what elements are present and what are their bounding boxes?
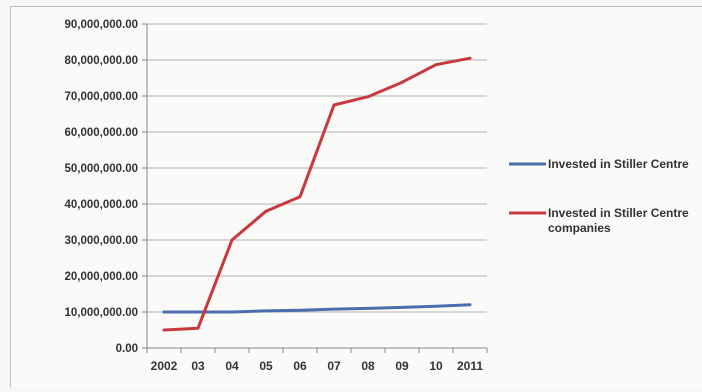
- x-tick-label: 08: [361, 359, 375, 373]
- data-point: [400, 81, 404, 84]
- y-tick-label: 70,000,000.00: [64, 91, 138, 103]
- y-tick-label: 50,000,000.00: [64, 163, 138, 175]
- series-line-2: [162, 56, 472, 332]
- data-point: [230, 238, 234, 242]
- legend-label: companies: [548, 221, 611, 235]
- data-point: [298, 195, 302, 198]
- data-point: [196, 327, 200, 330]
- gridlines: [147, 23, 487, 313]
- chart-frame: 0.00 10,000,000.00 20,000,000.00 30,000,000…: [10, 6, 702, 387]
- x-tick-label: 05: [259, 359, 273, 373]
- x-tick-label: 07: [327, 359, 341, 373]
- data-point: [264, 210, 268, 213]
- data-point: [332, 103, 336, 107]
- x-tick-label: 03: [191, 359, 205, 373]
- data-point: [434, 305, 438, 308]
- series-lines: [162, 56, 472, 332]
- y-tick-label: 10,000,000.00: [64, 307, 138, 319]
- y-tick-labels: 0.00 10,000,000.00 20,000,000.00 30,000,000…: [64, 19, 138, 355]
- x-tick-label: 06: [293, 359, 307, 373]
- data-point: [468, 303, 472, 306]
- data-point: [366, 307, 370, 310]
- data-point: [162, 310, 166, 314]
- x-tick-labels: 2002 03 04 05 06 07 08 09 10 2011: [151, 359, 484, 373]
- y-tick-label: 20,000,000.00: [64, 271, 138, 283]
- data-point: [434, 63, 438, 66]
- data-point: [332, 307, 336, 311]
- data-point: [366, 95, 370, 98]
- y-tick-label: 90,000,000.00: [64, 19, 138, 31]
- y-tick-label: 80,000,000.00: [64, 55, 138, 67]
- data-point: [400, 306, 404, 309]
- data-point: [264, 309, 268, 313]
- series-line-1: [162, 303, 472, 314]
- data-point: [162, 328, 166, 332]
- axes: [142, 23, 488, 353]
- x-tick-label: 09: [395, 359, 409, 373]
- x-tick-label: 10: [429, 359, 443, 373]
- data-point: [468, 57, 472, 60]
- x-tick-label: 04: [225, 359, 239, 373]
- x-tick-label: 2002: [151, 359, 178, 373]
- line-chart: 0.00 10,000,000.00 20,000,000.00 30,000,000…: [64, 19, 689, 373]
- data-point: [230, 310, 234, 314]
- legend-label: Invested in Stiller Centre: [548, 157, 689, 171]
- y-tick-label: 60,000,000.00: [64, 127, 138, 139]
- y-tick-label: 0.00: [116, 343, 138, 355]
- x-tick-label: 2011: [457, 359, 483, 373]
- data-point: [196, 310, 200, 314]
- data-point: [298, 309, 302, 312]
- legend-label: Invested in Stiller Centre: [548, 206, 689, 220]
- legend: Invested in Stiller Centre Invested in St…: [509, 157, 689, 235]
- y-tick-label: 40,000,000.00: [64, 199, 138, 211]
- y-tick-label: 30,000,000.00: [64, 235, 138, 247]
